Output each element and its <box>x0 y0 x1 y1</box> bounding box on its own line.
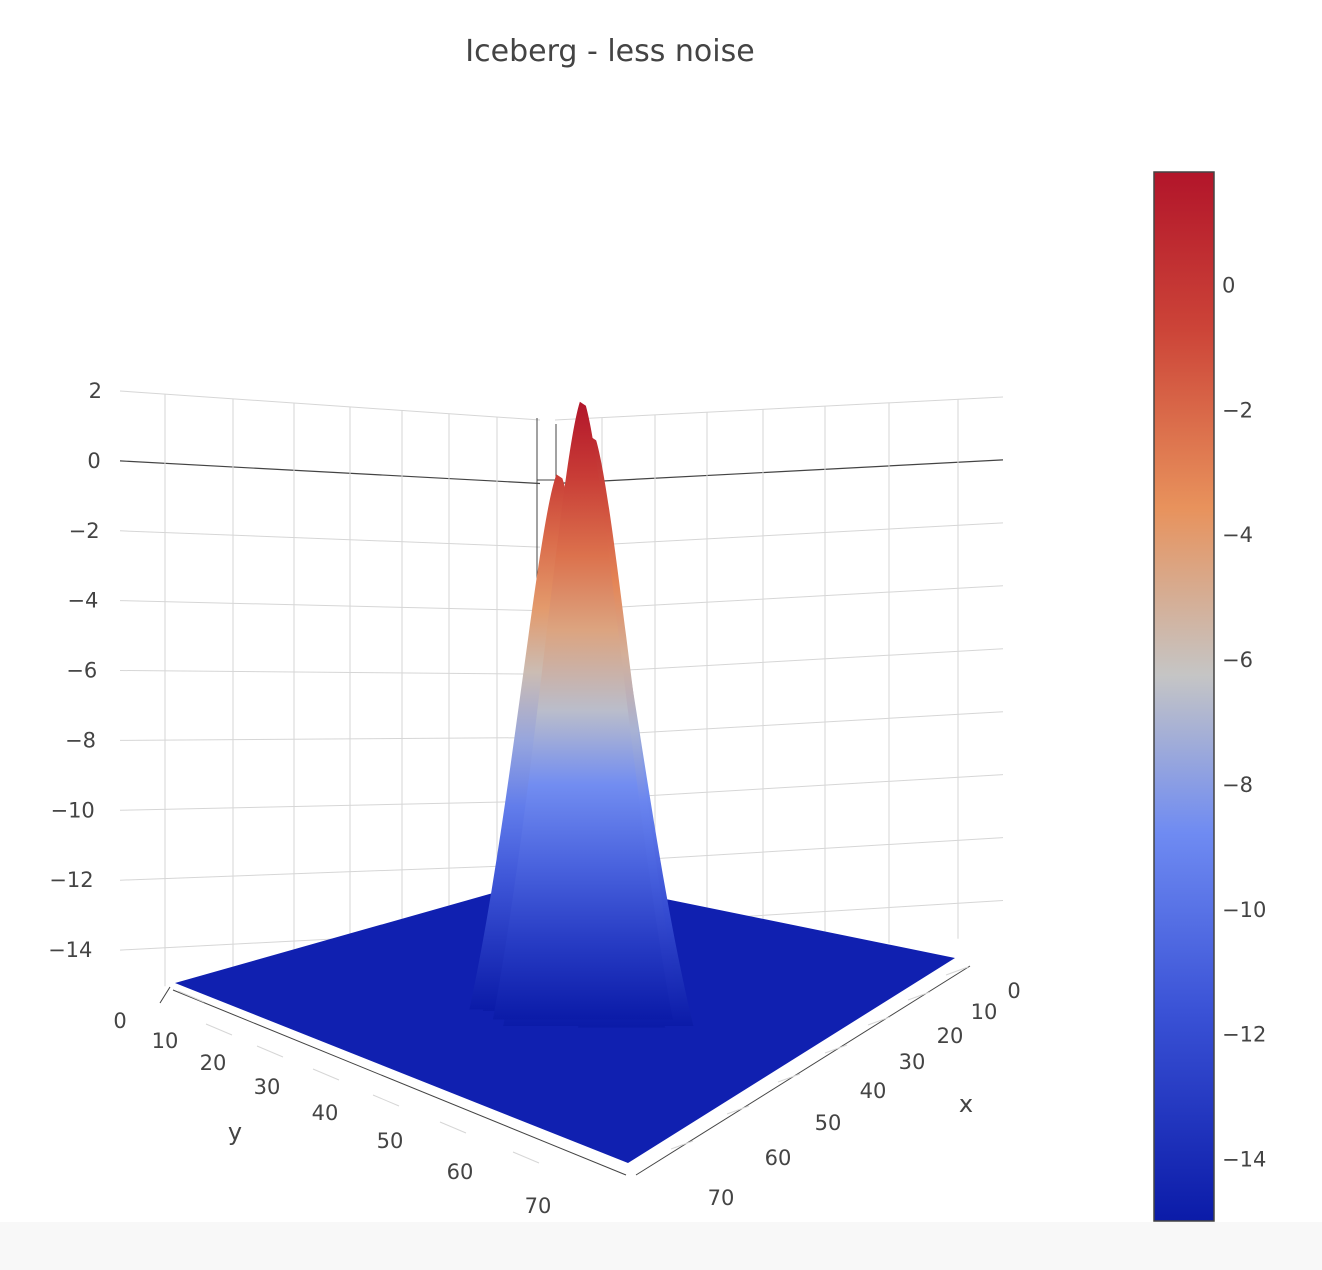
z-tick-label: −14 <box>48 938 92 962</box>
z-tick-label: 0 <box>87 449 100 473</box>
z-tick-label: −12 <box>49 868 93 892</box>
y-tick-label: 50 <box>377 1129 404 1153</box>
x-tick-label: 70 <box>708 1186 735 1210</box>
z-tick-label: −6 <box>66 659 97 683</box>
grid-line-z-left <box>119 530 541 548</box>
grid-line-z-left <box>119 460 541 485</box>
grid-line-z-left <box>119 670 541 675</box>
y-tick-label: 60 <box>447 1160 474 1184</box>
y-tick-mark <box>372 1094 400 1107</box>
grid-line-z-right <box>554 585 1004 612</box>
x-tick-label: 50 <box>815 1111 842 1135</box>
z-tick-label: −4 <box>67 589 98 613</box>
surface-peak <box>492 401 673 1020</box>
z-tick-label: −2 <box>69 519 100 543</box>
x-tick-mark <box>907 991 931 1001</box>
x-axis-title: x <box>959 1090 973 1118</box>
z-tick-label: −10 <box>50 798 94 822</box>
x-tick-mark <box>670 1140 694 1150</box>
x-tick-label: 20 <box>937 1024 964 1048</box>
colorbar: 0 −2 −4 −6 −8 −10 −12 −14 <box>1153 171 1266 1222</box>
grid-line-z-left <box>119 800 541 811</box>
x-tick-mark <box>777 1073 801 1083</box>
x-tick-mark <box>824 1044 848 1054</box>
x-tick-label: 60 <box>765 1146 792 1170</box>
grid-line-z-left <box>119 600 541 612</box>
axis-label-layer: 20−2−4−6−8−10−12−14010203040506070y01020… <box>48 379 1021 1218</box>
x-tick-mark <box>867 1016 891 1026</box>
colorbar-tick-label: −8 <box>1222 773 1253 797</box>
y-tick-label: 0 <box>113 1009 126 1033</box>
y-tick-label: 20 <box>200 1051 227 1075</box>
z-tick-label: 2 <box>89 379 102 403</box>
colorbar-tick-label: 0 <box>1222 273 1235 297</box>
x-tick-label: 40 <box>860 1079 887 1103</box>
colorbar-tick-label: −10 <box>1222 898 1266 922</box>
colorbar-tick-label: −14 <box>1222 1148 1266 1172</box>
y-tick-label: 70 <box>525 1194 552 1218</box>
y-tick-mark <box>177 990 205 1003</box>
y-tick-mark <box>439 1121 467 1134</box>
y-tick-mark <box>205 1023 233 1036</box>
z-tick-label: −8 <box>65 728 96 752</box>
y-axis-edge <box>159 986 171 1004</box>
bottom-strip <box>0 1222 1322 1270</box>
y-tick-label: 10 <box>152 1029 179 1053</box>
colorbar-tick-label: −6 <box>1222 648 1253 672</box>
colorbar-gradient <box>1153 171 1215 1222</box>
y-axis-title: y <box>228 1118 242 1146</box>
chart-title: Iceberg - less noise <box>465 34 754 69</box>
colorbar-tick-label: −2 <box>1222 398 1253 422</box>
grid-line-z-left <box>119 390 541 421</box>
x-tick-label: 30 <box>899 1050 926 1074</box>
grid-line-z-left <box>119 737 541 741</box>
y-tick-label: 40 <box>312 1101 339 1125</box>
colorbar-tick-label: −4 <box>1222 523 1253 547</box>
colorbar-ticks: 0 −2 −4 −6 −8 −10 −12 −14 <box>1222 273 1266 1171</box>
y-tick-mark <box>256 1045 284 1058</box>
y-axis-line <box>172 989 627 1176</box>
x-tick-label: 10 <box>971 1000 998 1024</box>
surface-layer <box>469 401 694 1028</box>
y-tick-mark <box>312 1068 340 1081</box>
colorbar-tick-label: −12 <box>1222 1023 1266 1047</box>
x-tick-label: 0 <box>1007 979 1020 1003</box>
grid-line-z-right <box>554 522 1004 548</box>
y-tick-label: 30 <box>254 1075 281 1099</box>
x-tick-mark <box>726 1105 750 1115</box>
x-tick-mark <box>945 966 969 976</box>
x-axis-line <box>635 965 971 1176</box>
y-tick-mark <box>512 1151 540 1164</box>
grid-line-z-left <box>119 864 541 881</box>
grid-line-z-right <box>554 459 1004 485</box>
grid-line-z-right <box>554 396 1004 421</box>
